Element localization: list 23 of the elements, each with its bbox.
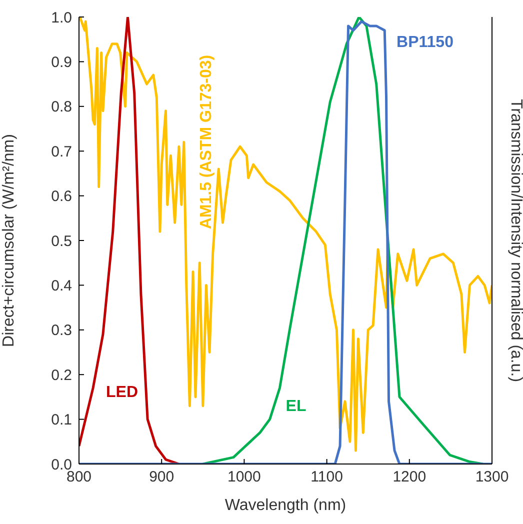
text: AM1.5 (ASTM G173-03) (198, 54, 216, 230)
y-tick-label: 0.6 (51, 188, 72, 206)
y-tick-label: 0.8 (51, 98, 72, 116)
y-tick-label: 0.3 (51, 322, 72, 340)
y2-axis-title: Transmission/Intensity normalised (a.u.) (507, 98, 523, 382)
series-label: EL (286, 398, 306, 416)
y-tick-label: 0.7 (51, 143, 72, 160)
y-tick-label: 0.9 (51, 54, 72, 72)
y-tick-label: 0.4 (51, 278, 72, 295)
y-tick-label: 0.5 (51, 232, 72, 250)
x-tick-label: 1000 (228, 468, 261, 486)
x-tick-label: 800 (66, 468, 92, 486)
series-label: LED (106, 384, 138, 402)
y-tick-label: 0.1 (51, 412, 72, 429)
x-tick-label: 1200 (392, 468, 426, 486)
x-tick-label: 1300 (475, 468, 509, 486)
x-axis-title: Wavelength (nm) (224, 497, 346, 514)
y-axis-title: Direct+circumsolar (W/m²/nm) (0, 134, 18, 347)
y-tick-label: 1.0 (51, 9, 72, 26)
y-tick-label: 0.2 (51, 366, 72, 384)
x-tick-label: 900 (149, 468, 174, 486)
series-label: BP1150 (396, 34, 454, 52)
x-tick-label: 1100 (310, 468, 343, 486)
